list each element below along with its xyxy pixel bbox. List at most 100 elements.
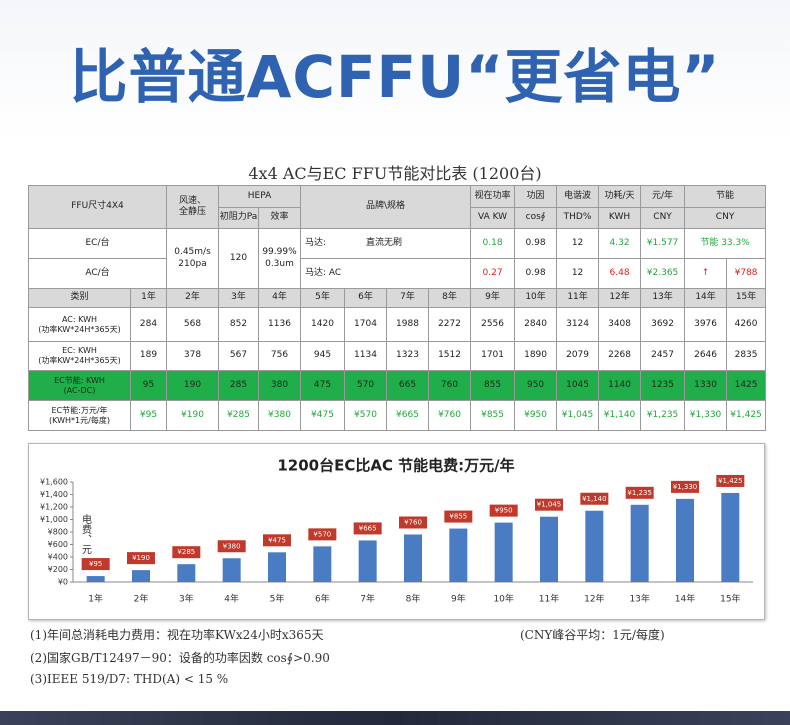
table-row: 类别 1年 2年 3年 4年 5年 6年 7年 8年 9年 10年 11年 12年 13年 14年 15年 xyxy=(28,288,767,308)
table-cell: 1988 xyxy=(386,307,429,342)
table-cell: EC节能:万元/年 (KWH*1元/每度) xyxy=(28,400,131,431)
table-cell: HEPA xyxy=(218,185,301,208)
value-label-box xyxy=(308,528,337,541)
x-tick-label: 6年 xyxy=(315,593,330,605)
table-cell: 2272 xyxy=(427,307,472,342)
bar xyxy=(268,552,286,582)
cell-text: 直流无刷 xyxy=(366,237,403,248)
table-cell: THD% xyxy=(556,207,600,229)
table-cell: ¥1,235 xyxy=(640,400,686,431)
hero-banner: 比普通ACFFU“更省电” xyxy=(0,0,790,140)
bar xyxy=(132,570,150,582)
table-cell: 2556 xyxy=(470,307,516,342)
table-cell: 14年 xyxy=(684,288,728,308)
table-cell: 120 xyxy=(218,228,259,289)
value-label: ¥570 xyxy=(313,530,331,538)
table-cell: 189 xyxy=(130,341,167,371)
value-label: ¥1,045 xyxy=(537,501,562,509)
y-tick-label: ¥400 xyxy=(48,553,68,562)
table-cell: 元/年 xyxy=(640,185,686,208)
note: (CNY峰谷平均：1元/每度) xyxy=(520,628,665,642)
table-cell: 380 xyxy=(258,370,301,401)
table-cell: 2079 xyxy=(556,341,600,371)
table-cell: EC/台 xyxy=(28,228,167,259)
table-cell: ¥1.577 xyxy=(640,228,686,259)
table-cell: ↑ xyxy=(684,258,728,289)
table-cell: 285 xyxy=(218,370,259,401)
table-cell: ¥2.365 xyxy=(640,258,686,289)
x-tick-label: 12年 xyxy=(584,593,604,605)
table-cell: 1045 xyxy=(556,370,600,401)
hero-title: 比普通ACFFU“更省电” xyxy=(69,43,721,111)
table-cell: ¥1,425 xyxy=(726,400,767,431)
bar xyxy=(449,528,468,582)
table-cell: 马达: AC xyxy=(299,258,472,289)
bar xyxy=(358,540,377,582)
table-cell: 5年 xyxy=(300,288,345,308)
table-cell: 0.98 xyxy=(514,258,558,289)
table-cell: 1140 xyxy=(598,370,642,401)
table-cell: ¥475 xyxy=(300,400,345,431)
note: (3)IEEE 519/D7: THD(A) < 15 % xyxy=(30,672,229,686)
table-cell: 2646 xyxy=(684,341,728,371)
table-cell: 11年 xyxy=(556,288,600,308)
table-cell: 0.18 xyxy=(470,228,516,259)
x-tick-label: 13年 xyxy=(629,593,649,605)
table-cell: cos∮ xyxy=(514,207,558,229)
table-cell: 12年 xyxy=(598,288,642,308)
bar xyxy=(177,564,196,582)
table-cell: ¥1,330 xyxy=(684,400,728,431)
chart-title: 1200台EC比AC 节能电费:万元/年 xyxy=(277,457,514,475)
bar xyxy=(540,516,558,582)
table-cell: 1134 xyxy=(344,341,387,371)
table-cell: ¥1,045 xyxy=(556,400,600,431)
table-cell: 3124 xyxy=(556,307,600,342)
table-cell: 1425 xyxy=(726,370,767,401)
x-tick-label: 9年 xyxy=(451,593,466,605)
table-cell: 9年 xyxy=(470,288,516,308)
table-cell: 10年 xyxy=(514,288,558,308)
table-cell: 7年 xyxy=(386,288,429,308)
bar xyxy=(721,492,740,582)
value-label: ¥1,140 xyxy=(582,495,607,503)
table-cell: 3692 xyxy=(640,307,686,342)
table-cell: AC: KWH (功率KW*24H*365天) xyxy=(28,307,131,342)
bar xyxy=(222,558,241,582)
x-tick-label: 15年 xyxy=(720,593,740,605)
x-tick-label: 14年 xyxy=(675,593,695,605)
bar xyxy=(86,576,105,582)
x-tick-label: 10年 xyxy=(493,593,513,605)
table-cell: 节能 xyxy=(684,185,767,208)
value-label: ¥1,330 xyxy=(673,483,698,491)
y-tick-label: ¥200 xyxy=(48,565,68,574)
table-cell: 852 xyxy=(218,307,259,342)
table-cell: 570 xyxy=(344,370,387,401)
table-cell: 2840 xyxy=(514,307,558,342)
bar xyxy=(585,510,604,582)
table-cell: 电谐波 xyxy=(556,185,600,208)
table-cell: ¥95 xyxy=(130,400,167,431)
note: (1)年间总消耗电力费用：视在功率KWx24小时x365天 xyxy=(30,628,324,642)
table-cell: 功因 xyxy=(514,185,558,208)
table-cell: 950 xyxy=(514,370,558,401)
table-cell: ¥570 xyxy=(344,400,387,431)
value-label-box xyxy=(625,486,654,499)
table-cell: 效率 xyxy=(258,207,301,229)
table-cell: 风速、 全静压 xyxy=(166,185,219,229)
value-label-box xyxy=(217,540,246,553)
table-cell: ¥788 xyxy=(726,258,767,289)
x-tick-label: 3年 xyxy=(179,593,194,605)
table-cell: 12 xyxy=(556,258,600,289)
value-label-box xyxy=(127,552,155,565)
value-label-box xyxy=(263,534,291,547)
table-cell: 15年 xyxy=(726,288,767,308)
y-tick-label: ¥1,600 xyxy=(40,478,68,487)
table-cell: ¥190 xyxy=(166,400,219,431)
table-cell: ¥950 xyxy=(514,400,558,431)
table-cell: 756 xyxy=(258,341,301,371)
table-cell: 855 xyxy=(470,370,516,401)
table-cell: 12 xyxy=(556,228,600,259)
value-label: ¥380 xyxy=(223,542,241,550)
table-cell: 99.99% 0.3um xyxy=(258,228,301,289)
table-cell: 6.48 xyxy=(598,258,642,289)
